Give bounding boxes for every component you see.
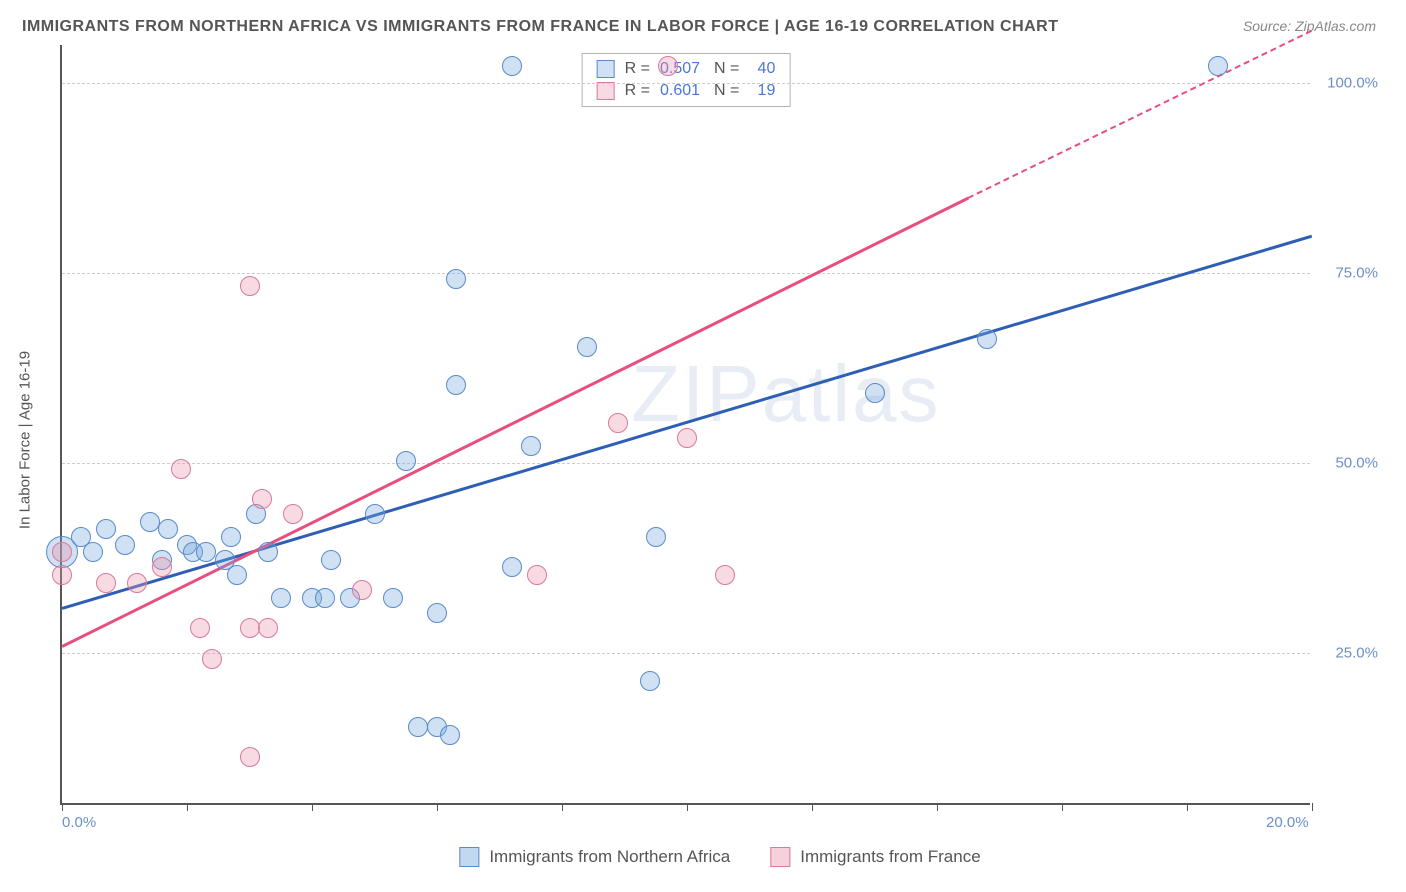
data-point [96, 573, 116, 593]
data-point [502, 56, 522, 76]
legend-item: Immigrants from France [770, 847, 980, 867]
data-point [190, 618, 210, 638]
data-point [365, 504, 385, 524]
stats-swatch [597, 82, 615, 100]
stats-n-value: 19 [749, 82, 775, 100]
stats-n-value: 40 [749, 60, 775, 78]
stats-n-label: N = [714, 82, 739, 100]
data-point [83, 542, 103, 562]
data-point [96, 519, 116, 539]
trend-line [968, 30, 1313, 199]
data-point [1208, 56, 1228, 76]
y-axis-label: In Labor Force | Age 16-19 [17, 351, 34, 529]
data-point [427, 603, 447, 623]
grid-line [62, 83, 1310, 84]
x-tick-label: 0.0% [62, 814, 96, 831]
y-tick-label: 100.0% [1318, 75, 1378, 92]
chart-area: In Labor Force | Age 16-19 ZIPatlas R =0… [60, 45, 1380, 835]
chart-title: IMMIGRANTS FROM NORTHERN AFRICA VS IMMIG… [22, 18, 1059, 36]
data-point [196, 542, 216, 562]
legend-swatch [459, 847, 479, 867]
data-point [271, 588, 291, 608]
x-tick [312, 803, 313, 811]
data-point [127, 573, 147, 593]
data-point [240, 747, 260, 767]
data-point [140, 512, 160, 532]
grid-line [62, 273, 1310, 274]
stats-r-label: R = [625, 60, 650, 78]
data-point [446, 375, 466, 395]
data-point [646, 527, 666, 547]
x-tick [62, 803, 63, 811]
legend-label: Immigrants from Northern Africa [489, 847, 730, 867]
data-point [258, 618, 278, 638]
data-point [221, 527, 241, 547]
stats-swatch [597, 60, 615, 78]
data-point [158, 519, 178, 539]
data-point [321, 550, 341, 570]
x-tick [437, 803, 438, 811]
x-tick [937, 803, 938, 811]
data-point [152, 557, 172, 577]
stats-n-label: N = [714, 60, 739, 78]
data-point [640, 671, 660, 691]
data-point [440, 725, 460, 745]
legend-item: Immigrants from Northern Africa [459, 847, 730, 867]
stats-r-value: 0.601 [660, 82, 704, 100]
grid-line [62, 463, 1310, 464]
data-point [240, 276, 260, 296]
x-tick [812, 803, 813, 811]
data-point [52, 565, 72, 585]
data-point [258, 542, 278, 562]
x-tick [687, 803, 688, 811]
data-point [240, 618, 260, 638]
grid-line [62, 653, 1310, 654]
legend: Immigrants from Northern Africa Immigrant… [459, 847, 980, 867]
legend-label: Immigrants from France [800, 847, 980, 867]
data-point [283, 504, 303, 524]
data-point [865, 383, 885, 403]
legend-swatch [770, 847, 790, 867]
data-point [715, 565, 735, 585]
stats-r-label: R = [625, 82, 650, 100]
data-point [977, 329, 997, 349]
trend-line [61, 197, 968, 648]
data-point [171, 459, 191, 479]
y-tick-label: 50.0% [1318, 455, 1378, 472]
data-point [658, 56, 678, 76]
data-point [52, 542, 72, 562]
data-point [315, 588, 335, 608]
data-point [396, 451, 416, 471]
x-tick [562, 803, 563, 811]
plot-region: ZIPatlas R =0.507N =40R =0.601N =19 25.0… [60, 45, 1310, 805]
x-tick [1187, 803, 1188, 811]
stats-row: R =0.507N =40 [597, 58, 776, 80]
data-point [446, 269, 466, 289]
x-tick-label: 20.0% [1266, 814, 1309, 831]
data-point [383, 588, 403, 608]
data-point [577, 337, 597, 357]
data-point [227, 565, 247, 585]
x-tick [187, 803, 188, 811]
data-point [527, 565, 547, 585]
data-point [408, 717, 428, 737]
data-point [352, 580, 372, 600]
data-point [202, 649, 222, 669]
data-point [608, 413, 628, 433]
data-point [677, 428, 697, 448]
data-point [115, 535, 135, 555]
data-point [252, 489, 272, 509]
x-tick [1062, 803, 1063, 811]
y-tick-label: 25.0% [1318, 645, 1378, 662]
y-tick-label: 75.0% [1318, 265, 1378, 282]
correlation-stats-box: R =0.507N =40R =0.601N =19 [582, 53, 791, 107]
data-point [521, 436, 541, 456]
data-point [502, 557, 522, 577]
x-tick [1312, 803, 1313, 811]
